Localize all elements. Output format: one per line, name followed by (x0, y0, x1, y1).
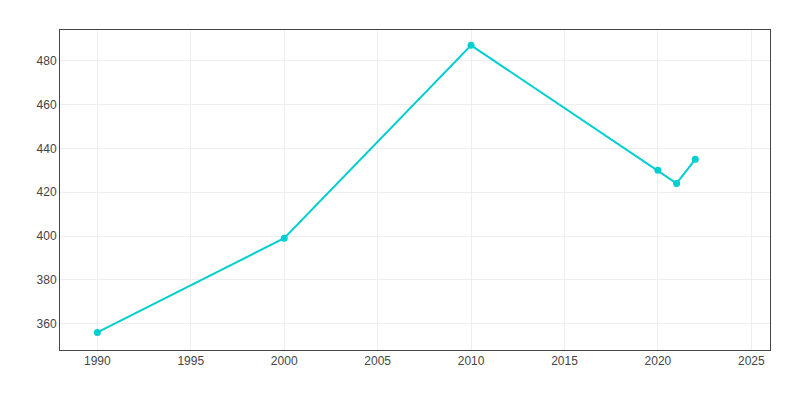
svg-text:2025: 2025 (738, 354, 765, 368)
svg-text:480: 480 (37, 54, 57, 68)
svg-text:2015: 2015 (551, 354, 578, 368)
svg-text:440: 440 (37, 142, 57, 156)
svg-text:2005: 2005 (364, 354, 391, 368)
svg-text:2000: 2000 (271, 354, 298, 368)
svg-text:360: 360 (37, 317, 57, 331)
svg-text:1995: 1995 (177, 354, 204, 368)
svg-text:420: 420 (37, 185, 57, 199)
svg-text:460: 460 (37, 98, 57, 112)
svg-text:2010: 2010 (458, 354, 485, 368)
svg-text:1990: 1990 (84, 354, 111, 368)
svg-text:400: 400 (37, 229, 57, 243)
svg-text:380: 380 (37, 273, 57, 287)
svg-text:2020: 2020 (645, 354, 672, 368)
